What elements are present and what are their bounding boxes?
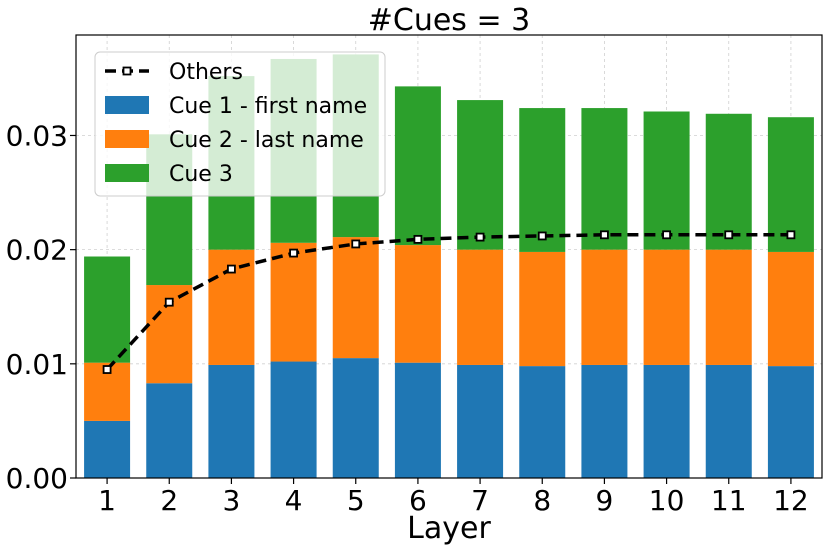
bar-cue1-layer-11 [705, 364, 752, 478]
legend-swatch-cue2 [105, 130, 149, 148]
y-tick-label: 0.03 [6, 119, 68, 152]
legend-label-others: Others [169, 60, 243, 85]
bar-cue3-layer-8 [519, 108, 566, 252]
bar-cue3-layer-7 [457, 100, 504, 250]
others-marker-layer-1 [102, 365, 112, 374]
x-tick-label: 4 [285, 484, 303, 517]
bar-cue2-layer-7 [457, 249, 504, 365]
legend-label-cue3: Cue 3 [169, 162, 233, 187]
others-marker-layer-6 [413, 234, 423, 244]
bar-cue2-layer-9 [581, 249, 628, 365]
x-tick-label: 7 [471, 484, 489, 517]
legend-label-cue2: Cue 2 - last name [169, 128, 364, 153]
others-marker-layer-12 [786, 230, 796, 240]
bar-cue3-layer-12 [767, 117, 814, 252]
bar-cue1-layer-5 [332, 358, 379, 478]
x-tick-label: 10 [649, 484, 685, 517]
others-line-path [105, 233, 791, 371]
bar-cue1-layer-9 [581, 364, 628, 478]
bar-cue2-layer-12 [767, 251, 814, 367]
bar-cue3-layer-11 [705, 113, 752, 250]
y-axis: 0.00 0.01 0.02 0.03 [6, 119, 76, 495]
others-marker-layer-5 [351, 239, 361, 249]
x-tick-label: 6 [409, 484, 427, 517]
others-marker-layer-10 [662, 230, 671, 240]
bar-cue1-layer-2 [146, 383, 193, 478]
y-tick-label: 0.01 [6, 348, 68, 381]
bar-cue1-layer-7 [457, 364, 504, 478]
x-tick-label: 3 [223, 484, 241, 517]
x-tick-label: 1 [98, 484, 116, 517]
legend-swatch-cue3 [105, 164, 149, 182]
bar-cue2-layer-11 [705, 249, 752, 365]
others-marker-layer-2 [164, 297, 174, 307]
x-axis: 1 2 3 4 5 6 7 8 9 10 11 12 [98, 478, 809, 517]
x-tick-label: 2 [160, 484, 178, 517]
bar-cue1-layer-6 [394, 362, 441, 478]
legend-label-cue1: Cue 1 - first name [169, 94, 367, 119]
bar-cue2-layer-6 [394, 245, 441, 363]
others-marker-layer-7 [475, 232, 485, 242]
bar-cue3-layer-9 [581, 108, 628, 250]
bar-cue3-layer-1 [84, 256, 131, 363]
chart-title: #Cues = 3 [368, 3, 530, 38]
others-marker-layer-11 [724, 230, 734, 240]
x-tick-label: 11 [711, 484, 747, 517]
bar-cue2-layer-4 [270, 242, 317, 362]
bar-cue3-layer-6 [394, 86, 441, 246]
legend-swatch-cue1 [105, 96, 149, 114]
bar-cue1-layer-3 [208, 364, 255, 478]
legend: Others Cue 1 - first name Cue 2 - last nam… [94, 51, 386, 197]
x-tick-label: 9 [596, 484, 614, 517]
others-line [102, 230, 796, 374]
x-axis-label: Layer [407, 511, 491, 546]
bar-cue1-layer-12 [767, 366, 814, 478]
bar-cue2-layer-5 [332, 237, 379, 359]
others-marker-layer-4 [289, 248, 298, 258]
legend-marker-others [122, 66, 132, 76]
y-tick-label: 0.02 [6, 234, 68, 267]
bar-cue1-layer-8 [519, 366, 566, 478]
x-tick-label: 12 [773, 484, 809, 517]
bar-cue1-layer-1 [84, 420, 131, 478]
bar-cue1-layer-4 [270, 361, 317, 478]
x-tick-label: 5 [347, 484, 365, 517]
legend-box [94, 51, 386, 197]
bar-cue1-layer-10 [643, 364, 690, 478]
bar-cue3-layer-10 [643, 111, 690, 250]
y-tick-label: 0.00 [6, 462, 68, 495]
plot-frame [75, 34, 823, 479]
bar-cue2-layer-8 [519, 251, 566, 367]
others-marker-layer-9 [600, 230, 609, 240]
others-marker-layer-8 [537, 231, 547, 241]
others-marker-layer-3 [227, 264, 236, 274]
x-tick-label: 8 [533, 484, 551, 517]
bar-cue2-layer-10 [643, 249, 690, 365]
